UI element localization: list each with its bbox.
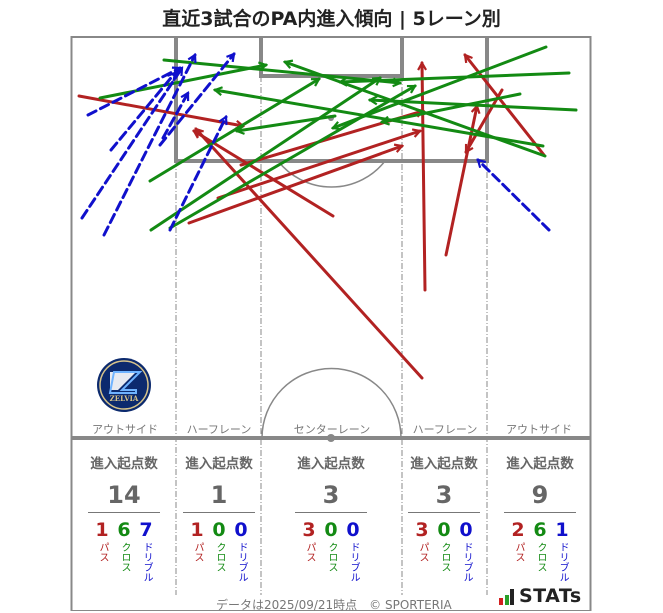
stat-header: 進入起点数 <box>90 456 158 472</box>
dribble-count: 1 <box>555 519 569 541</box>
arrow-layer <box>77 45 578 380</box>
cross-arrow <box>382 92 522 122</box>
dribble-arrow <box>478 160 551 232</box>
team-logo: ZELVIA <box>96 357 152 413</box>
pass-count: 3 <box>415 519 429 541</box>
cross-arrow <box>148 77 319 183</box>
stat-col-center: 進入起点数 3 3 パス 0 クロス 0 ドリブル <box>295 452 367 582</box>
pass-arrow <box>216 131 420 200</box>
pass-count: 2 <box>511 519 525 541</box>
cross-arrow <box>149 76 380 232</box>
pass-count: 1 <box>190 519 204 541</box>
pass-arrow <box>194 129 424 380</box>
zelvia-logo-icon: ZELVIA <box>97 358 151 412</box>
cross-count: 0 <box>212 519 226 541</box>
stat-header: 進入起点数 <box>185 456 253 472</box>
brand-text: STATs <box>519 585 582 607</box>
dribble-arrow <box>158 54 236 147</box>
pass-arrow <box>422 63 425 292</box>
cross-label: クロス <box>214 542 225 572</box>
dribble-arrow <box>161 93 190 140</box>
footer-credit: データは2025/09/21時点 © SPORTERIA <box>216 598 452 612</box>
stat-header: 進入起点数 <box>506 456 574 472</box>
cross-label: クロス <box>326 542 337 572</box>
stat-col-left-outside: 進入起点数 14 1 パス 6 クロス 7 ドリブル <box>88 452 160 582</box>
pass-label: パス <box>513 542 524 562</box>
pass-label: パス <box>192 542 203 562</box>
cross-arrow <box>168 84 415 230</box>
dribble-arrow <box>80 68 184 220</box>
stat-col-right-outside: 進入起点数 9 2 パス 6 クロス 1 ドリブル <box>504 452 576 582</box>
pass-arrow <box>77 94 243 126</box>
pass-count: 3 <box>302 519 316 541</box>
stat-total: 14 <box>88 480 160 513</box>
cross-count: 6 <box>117 519 131 541</box>
stat-total: 1 <box>183 480 255 513</box>
cross-label: クロス <box>439 542 450 572</box>
cross-arrow <box>237 114 337 131</box>
dribble-arrow <box>86 66 180 117</box>
cross-arrow <box>333 45 548 128</box>
lane-label-center: センターレーン <box>293 423 371 436</box>
stat-col-right-half: 進入起点数 3 3 パス 0 クロス 0 ドリブル <box>408 452 480 582</box>
chart-title: 直近3試合のPA内進入傾向 | 5レーン別 <box>162 8 501 30</box>
stats-brand: STATs <box>499 585 582 607</box>
dribble-count: 0 <box>234 519 248 541</box>
dribble-arrow <box>168 117 226 232</box>
cross-label: クロス <box>119 542 130 572</box>
cross-count: 6 <box>533 519 547 541</box>
lane-label-left-outside: アウトサイド <box>92 423 158 436</box>
pass-label: パス <box>97 542 108 562</box>
pass-count: 1 <box>95 519 109 541</box>
pass-label: パス <box>304 542 315 562</box>
stat-header: 進入起点数 <box>297 456 365 472</box>
pass-label: パス <box>417 542 428 562</box>
bar-chart-icon <box>499 589 514 605</box>
stat-total: 3 <box>408 480 480 513</box>
stat-header: 進入起点数 <box>410 456 478 472</box>
cross-label: クロス <box>535 542 546 572</box>
cross-count: 0 <box>324 519 338 541</box>
dribble-label: ドリブル <box>461 542 472 582</box>
stat-col-left-half: 進入起点数 1 1 パス 0 クロス 0 ドリブル <box>183 452 255 582</box>
cross-arrow <box>340 71 571 82</box>
dribble-arrow <box>109 73 177 152</box>
cross-count: 0 <box>437 519 451 541</box>
pass-arrow <box>187 146 402 225</box>
lane-label-right-outside: アウトサイド <box>506 423 572 436</box>
dribble-label: ドリブル <box>348 542 359 582</box>
cross-arrow <box>162 58 400 83</box>
dribble-label: ドリブル <box>236 542 247 582</box>
cross-arrow <box>215 90 545 148</box>
dribble-count: 0 <box>346 519 360 541</box>
stat-total: 3 <box>295 480 367 513</box>
lane-label-right-half: ハーフレーン <box>412 423 478 436</box>
dribble-label: ドリブル <box>141 542 152 582</box>
logo-text: ZELVIA <box>110 394 139 403</box>
stat-total: 9 <box>504 480 576 513</box>
dribble-count: 7 <box>139 519 153 541</box>
lane-label-left-half: ハーフレーン <box>186 423 252 436</box>
dribble-label: ドリブル <box>557 542 568 582</box>
dribble-count: 0 <box>459 519 473 541</box>
dribble-arrow <box>102 55 195 237</box>
